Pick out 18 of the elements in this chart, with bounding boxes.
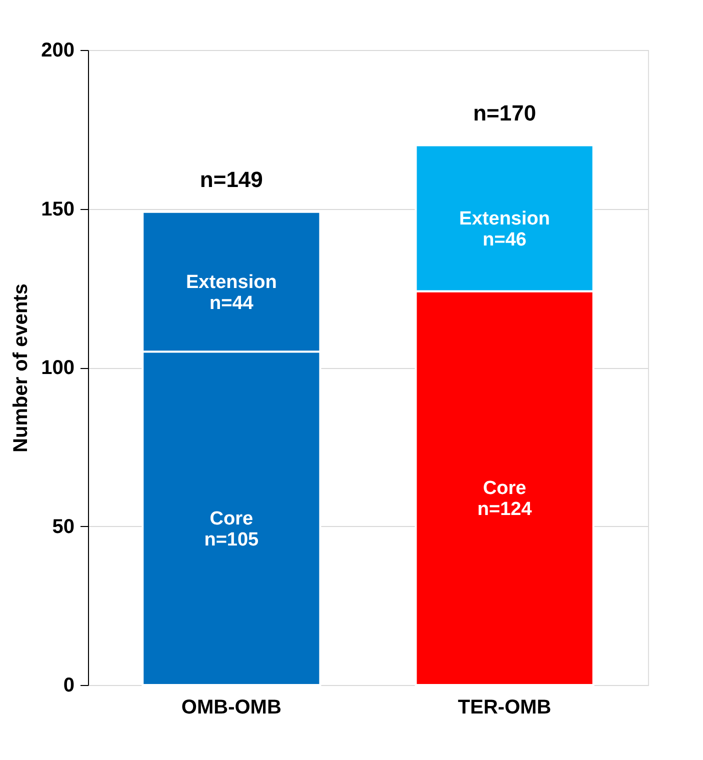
y-tick-label: 150 <box>41 198 74 220</box>
text: Core <box>482 478 526 500</box>
data-label: n=105 <box>204 529 260 550</box>
x-tick-label: TER-OMB <box>458 696 552 718</box>
y-tick-label: 100 <box>41 357 74 379</box>
data-label: n=46 <box>482 229 527 250</box>
text: Extension <box>459 208 550 230</box>
x-tick-label: OMB-OMB <box>181 696 282 718</box>
y-tick-label: 50 <box>52 516 74 538</box>
series-label: Extension <box>186 272 277 293</box>
data-label: n=124 <box>477 499 532 520</box>
total-label: n=149 <box>200 166 263 192</box>
series-label: Core <box>210 508 254 530</box>
data-label: n=44 <box>209 292 254 314</box>
total-label: n=170 <box>473 100 536 126</box>
y-tick-label: 0 <box>63 674 74 696</box>
y-tick-label: 200 <box>41 40 74 62</box>
y-axis-title: Number of events <box>10 284 32 452</box>
